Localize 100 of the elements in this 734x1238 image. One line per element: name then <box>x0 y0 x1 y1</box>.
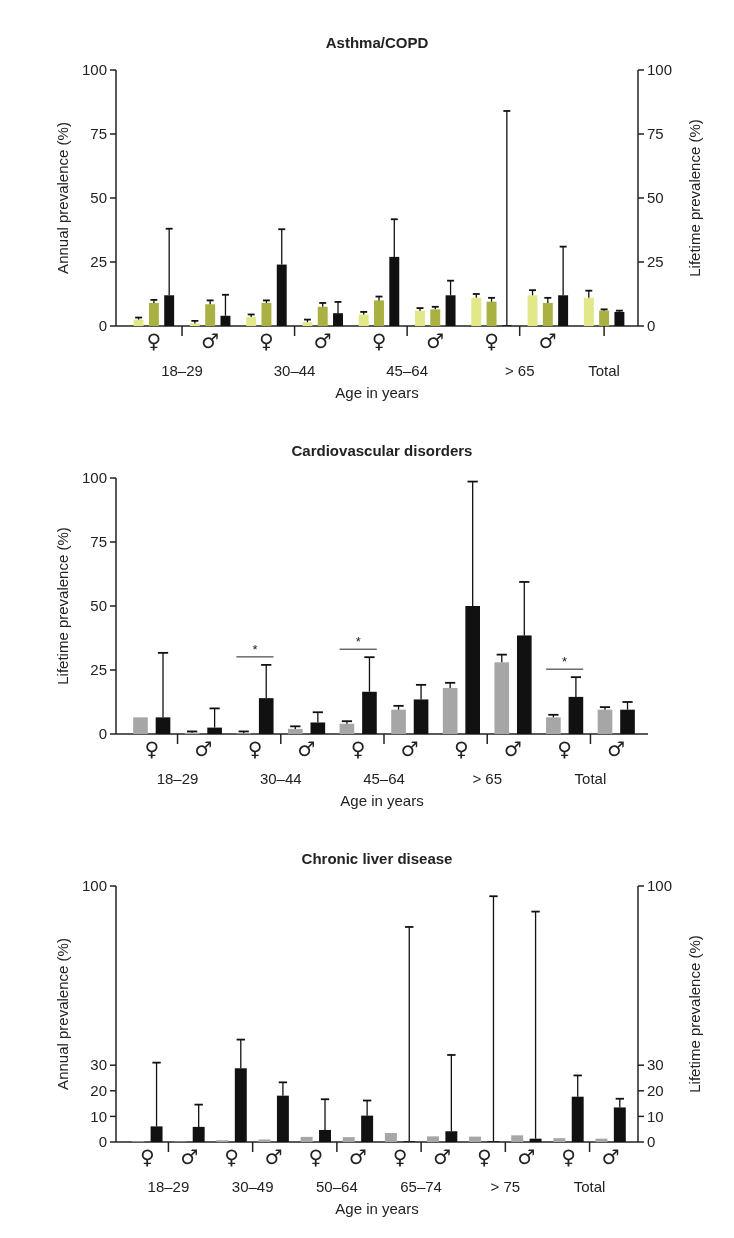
text: > 65 <box>472 770 503 787</box>
y2-tick-label: 50 <box>647 189 664 207</box>
y-tick-label: 0 <box>98 317 107 335</box>
text: 65–74 <box>400 1178 442 1195</box>
x-tick-label: ♀ <box>140 1145 155 1169</box>
y-tick-label: 10 <box>90 1107 107 1125</box>
x-tick-label: ♂ <box>607 737 626 761</box>
bar <box>583 297 594 326</box>
text: Total <box>574 770 607 787</box>
y-tick-label: 100 <box>81 469 107 487</box>
text: Total <box>588 362 620 379</box>
y2-tick-label: 10 <box>647 1107 664 1125</box>
text: 18–29 <box>147 1178 190 1195</box>
x-axis-title: Age in years <box>340 792 424 809</box>
y2-tick-label: 25 <box>647 253 664 271</box>
y-tick-label: 30 <box>90 1056 107 1074</box>
bar <box>469 1136 482 1142</box>
x-tick-label: ♂ <box>297 737 316 761</box>
y2-axis-title: Lifetime prevalence (%) <box>686 119 703 277</box>
bar <box>300 1136 313 1142</box>
bar <box>342 1137 355 1142</box>
bar <box>148 302 159 326</box>
y-axis-title: Lifetime prevalence (%) <box>54 527 71 685</box>
y-tick-label: 75 <box>90 533 107 551</box>
x-tick-label: ♂ <box>194 737 213 761</box>
annotation: * <box>355 634 361 650</box>
bar <box>542 302 553 326</box>
y-tick-label: 0 <box>98 725 107 743</box>
text: 45–64 <box>386 362 428 379</box>
bar <box>133 717 148 734</box>
y-tick-label: 50 <box>90 597 107 615</box>
bar <box>205 304 216 326</box>
y-tick-label: 100 <box>81 61 107 79</box>
x-tick-label: ♀ <box>484 329 499 353</box>
bar <box>546 717 561 734</box>
bar <box>442 687 458 734</box>
text: 18–29 <box>161 362 203 379</box>
text: 30–49 <box>231 1178 274 1195</box>
text: 30–44 <box>273 362 316 379</box>
bar <box>486 301 497 326</box>
bar <box>384 1133 397 1142</box>
bar <box>599 310 610 326</box>
y2-tick-label: 0 <box>647 317 656 335</box>
bar <box>427 1136 439 1142</box>
bar <box>374 300 384 326</box>
y-tick-label: 50 <box>90 189 107 207</box>
y2-tick-label: 75 <box>647 125 664 143</box>
bar <box>189 323 200 326</box>
x-axis-title: Age in years <box>335 384 419 401</box>
y2-tick-label: 100 <box>647 61 673 79</box>
x-axis-title: Age in years <box>335 1200 419 1217</box>
bar <box>358 314 369 326</box>
text: > 75 <box>490 1178 521 1195</box>
chart-title: Asthma/COPD <box>325 34 429 51</box>
x-tick-label: ♂ <box>201 329 220 353</box>
y2-tick-label: 30 <box>647 1056 664 1074</box>
x-tick-label: ♂ <box>517 1145 536 1169</box>
text: > 65 <box>504 362 535 379</box>
x-tick-label: ♀ <box>350 737 366 761</box>
text: 45–64 <box>363 770 405 787</box>
x-tick-label: ♀ <box>259 329 274 353</box>
x-tick-label: ♀ <box>476 1145 492 1169</box>
bar <box>246 317 257 326</box>
y-tick-label: 100 <box>81 877 107 895</box>
y-axis-title: Annual prevalence (%) <box>54 122 71 274</box>
bar <box>614 311 625 326</box>
bar <box>511 1135 524 1142</box>
annotation: * <box>252 641 258 657</box>
x-tick-label: ♂ <box>400 737 419 761</box>
bar <box>288 728 303 734</box>
x-tick-label: ♀ <box>224 1145 239 1169</box>
bar <box>415 310 425 326</box>
bar <box>527 295 538 326</box>
bar <box>339 723 355 734</box>
bar <box>302 322 313 326</box>
bar <box>133 319 144 326</box>
x-tick-label: ♀ <box>561 1145 576 1169</box>
chart-title: Cardiovascular disorders <box>291 442 473 459</box>
bar <box>391 709 406 734</box>
x-tick-label: ♀ <box>308 1145 324 1169</box>
x-tick-label: ♂ <box>601 1145 620 1169</box>
bar <box>471 297 482 326</box>
bar <box>430 309 441 326</box>
x-tick-label: ♀ <box>146 329 162 353</box>
x-tick-label: ♂ <box>426 329 445 353</box>
bar <box>261 302 272 326</box>
x-tick-label: ♀ <box>392 1145 408 1169</box>
x-tick-label: ♀ <box>144 737 160 761</box>
x-tick-label: ♂ <box>504 737 522 761</box>
x-tick-label: ♂ <box>264 1145 283 1169</box>
x-tick-label: ♀ <box>371 329 387 353</box>
x-tick-label: ♀ <box>557 737 572 761</box>
chart-title: Chronic liver disease <box>301 850 453 867</box>
bar <box>553 1138 566 1142</box>
x-tick-label: ♂ <box>313 329 332 353</box>
annotation: * <box>562 654 568 670</box>
text: 30–44 <box>259 770 302 787</box>
x-tick-label: ♂ <box>180 1145 199 1169</box>
y-tick-label: 25 <box>90 253 107 271</box>
x-tick-label: ♀ <box>454 737 469 761</box>
